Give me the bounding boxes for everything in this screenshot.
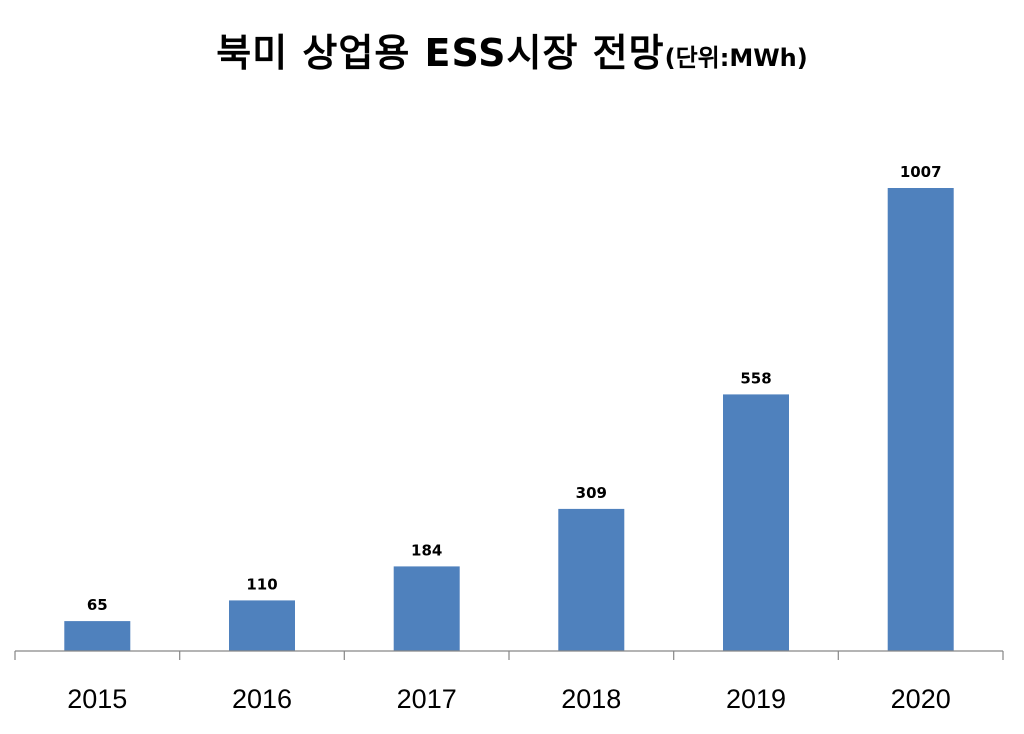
x-tick-label-2019: 2019 [726, 684, 786, 714]
bar-2015 [64, 621, 131, 651]
chart-title-main: 북미 상업용 ESS시장 전망 [216, 31, 665, 75]
data-label-2015: 65 [87, 596, 108, 614]
chart-title-unit: (단위:MWh) [664, 44, 808, 72]
bar-2017 [393, 566, 460, 651]
data-label-2018: 309 [576, 484, 607, 502]
chart-title: 북미 상업용 ESS시장 전망(단위:MWh) [0, 22, 1024, 77]
bar-2018 [558, 508, 625, 651]
x-tick-label-2020: 2020 [891, 684, 951, 714]
data-label-2016: 110 [246, 575, 277, 593]
x-tick-label-2015: 2015 [67, 684, 127, 714]
bar-2020 [887, 188, 954, 651]
bar-2016 [229, 600, 295, 651]
data-label-2019: 558 [740, 369, 771, 387]
x-tick-label-2017: 2017 [397, 684, 457, 714]
bars-layer [64, 188, 954, 651]
data-labels-layer: 65 110 184 309 558 1007 [87, 163, 942, 614]
data-label-2017: 184 [411, 541, 442, 559]
bar-2019 [723, 394, 789, 651]
x-tick-label-2018: 2018 [561, 684, 621, 714]
data-label-2020: 1007 [900, 163, 942, 181]
x-tick-label-2016: 2016 [232, 684, 292, 714]
x-axis [14, 650, 1004, 660]
x-tick-labels: 2015 2016 2017 2018 2019 2020 [67, 684, 950, 714]
